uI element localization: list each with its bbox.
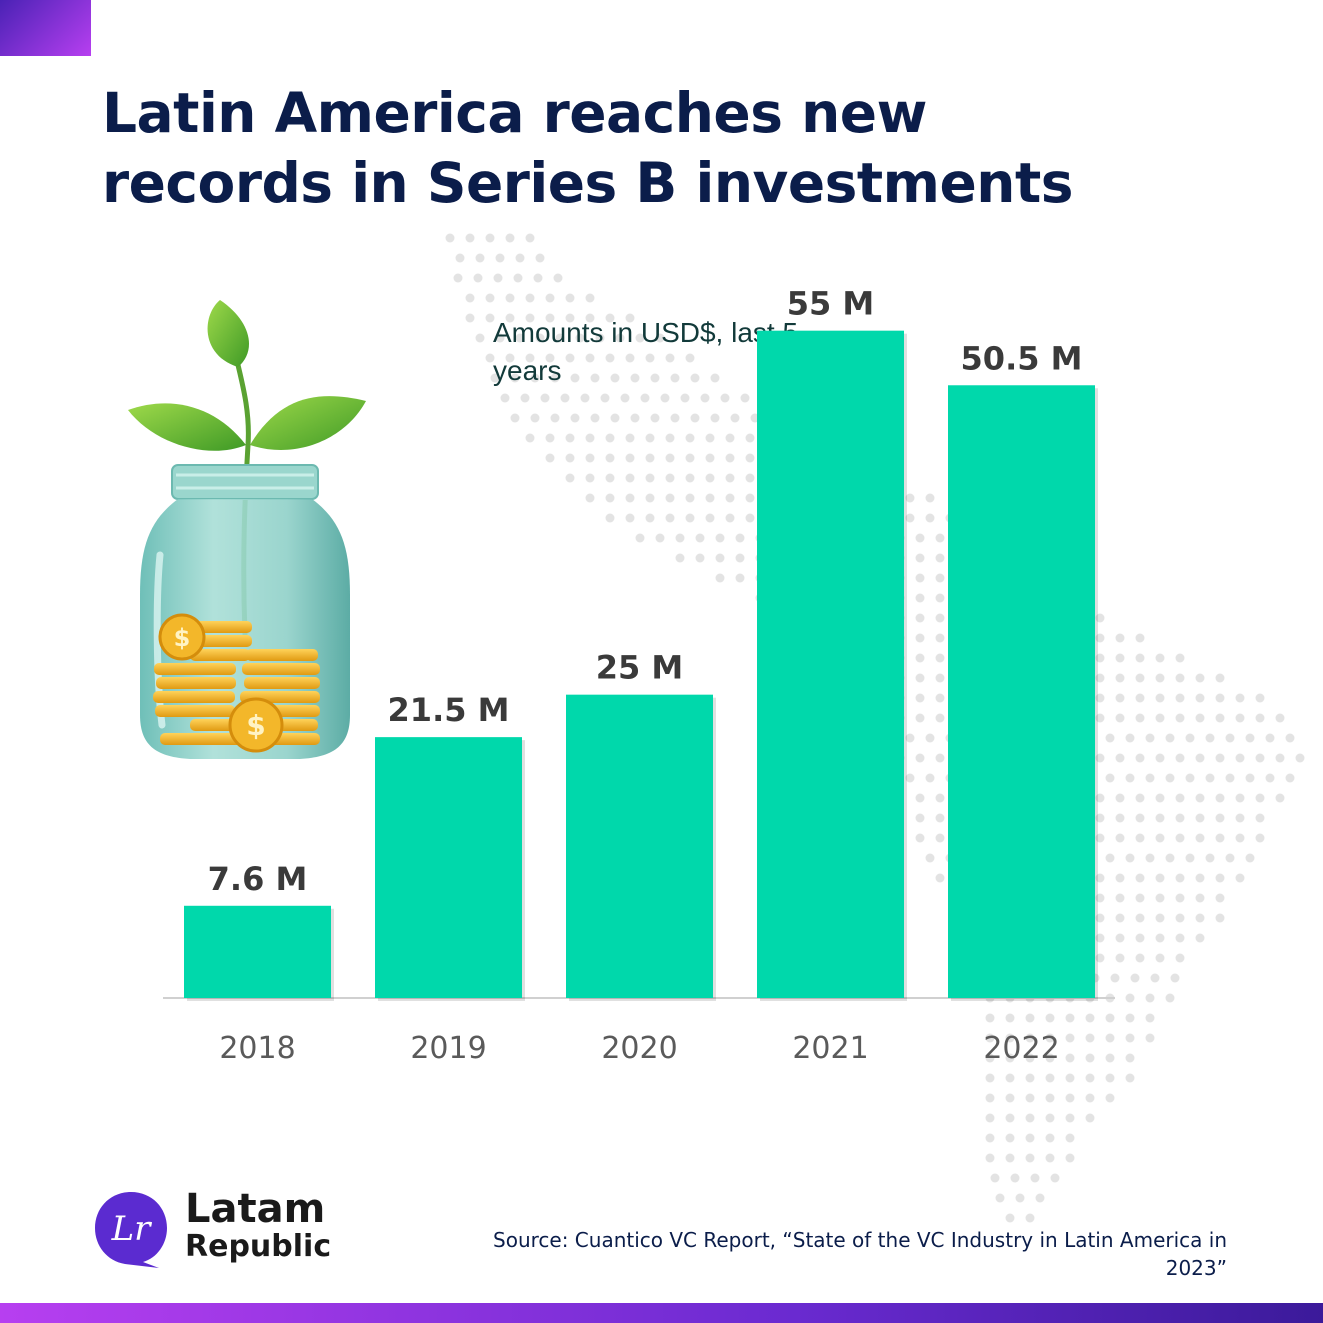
source-note: Source: Cuantico VC Report, “State of th…: [493, 1228, 1227, 1280]
data-label-2021: 55 M: [787, 285, 875, 323]
logo-wordmark: Latam Republic: [185, 1188, 331, 1264]
coin-stack-icon: $ $: [153, 613, 320, 753]
latam-republic-logo: Lr Latam Republic: [91, 1188, 381, 1272]
bar-2022: [948, 385, 1095, 998]
money-jar-illustration: $ $: [128, 300, 366, 759]
data-label-2018: 7.6 M: [208, 860, 308, 898]
x-tick-label-2019: 2019: [410, 1031, 486, 1066]
chart-title: Latin America reaches new records in Ser…: [102, 78, 1252, 218]
logo-badge-text: Lr: [111, 1209, 153, 1249]
bar-2021: [757, 330, 904, 999]
corner-accent: [0, 0, 91, 56]
bar-2018: [184, 905, 331, 998]
logo-badge-icon: Lr: [95, 1192, 167, 1268]
x-tick-label-2020: 2020: [601, 1031, 677, 1066]
logo-line-1: Latam: [185, 1186, 326, 1232]
bar-2019: [375, 737, 522, 998]
data-label-2019: 21.5 M: [388, 691, 510, 729]
chart-title-line-1: Latin America reaches new: [102, 81, 927, 145]
data-label-2020: 25 M: [596, 649, 684, 687]
x-tick-label-2021: 2021: [792, 1031, 868, 1066]
svg-text:$: $: [246, 709, 265, 742]
logo-line-2: Republic: [185, 1229, 332, 1264]
x-tick-label-2022: 2022: [983, 1031, 1059, 1066]
data-label-2022: 50.5 M: [961, 339, 1083, 377]
bar-series: 7.6 M 2018 21.5 M 2019 25 M 2020 55 M 2021 50.5 …: [184, 285, 1098, 1066]
bar-2020: [566, 694, 713, 998]
plant-icon: [128, 300, 366, 636]
svg-text:$: $: [174, 624, 191, 652]
bottom-accent-strip: [0, 1303, 1323, 1323]
chart-title-line-2: records in Series B investments: [102, 151, 1073, 215]
chart-subtitle: Amounts in USD$, last 5 years: [493, 317, 799, 386]
x-tick-label-2018: 2018: [219, 1031, 295, 1066]
